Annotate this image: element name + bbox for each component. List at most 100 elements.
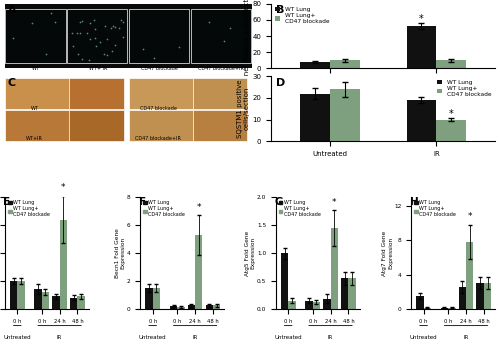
Point (42, 52, 50, 57)
Point (101, 23, 109, 29)
Bar (484, 283, 491, 309)
Text: Untreated: Untreated (4, 335, 31, 339)
Point (46, 10, 54, 15)
Text: Untreated: Untreated (410, 335, 438, 339)
Point (92, 27, 100, 32)
Bar (281, 253, 288, 309)
Text: C: C (8, 78, 16, 88)
Bar (10, 281, 18, 309)
Bar (306, 300, 312, 309)
Text: A: A (8, 6, 16, 15)
Bar (406, 26, 436, 68)
Bar (300, 94, 330, 141)
Point (108, 23, 116, 29)
Bar (312, 302, 320, 309)
Point (102, 36, 110, 42)
Point (92, 43, 100, 48)
Point (150, 55, 158, 61)
Point (84, 30, 92, 35)
Text: IR: IR (464, 335, 468, 339)
Point (104, 52, 112, 58)
Bar (52, 296, 60, 309)
Legend: WT Lung, WT Lung+
CD47 blockade: WT Lung, WT Lung+ CD47 blockade (436, 79, 492, 97)
Text: B: B (276, 5, 284, 15)
Bar (178, 307, 184, 309)
Bar (18, 281, 24, 309)
Bar (341, 278, 348, 309)
Bar (67, 9, 128, 63)
Bar (128, 110, 248, 141)
Legend: WT Lung, WT Lung+
CD47 blockade: WT Lung, WT Lung+ CD47 blockade (274, 6, 330, 25)
Point (115, 25, 123, 31)
Bar (476, 283, 484, 309)
Legend: WT Lung, WT Lung+
CD47 blockade: WT Lung, WT Lung+ CD47 blockade (278, 200, 322, 217)
Bar (406, 100, 436, 141)
Bar (348, 278, 356, 309)
Bar (60, 220, 67, 309)
Bar (330, 89, 360, 141)
Point (52, 19, 60, 25)
Bar (323, 299, 330, 309)
Point (107, 25, 115, 31)
Text: D: D (276, 78, 285, 88)
Legend: WT Lung, WT Lung+
CD47 blockade: WT Lung, WT Lung+ CD47 blockade (143, 200, 186, 217)
Point (69, 44, 77, 49)
Bar (466, 242, 473, 309)
Bar (146, 288, 152, 309)
Text: H: H (410, 197, 418, 207)
Text: IR: IR (57, 335, 62, 339)
Point (86, 20, 94, 26)
Bar (190, 9, 251, 63)
Text: E: E (4, 197, 10, 207)
Bar (193, 78, 248, 109)
Text: WT: WT (32, 66, 40, 71)
Bar (170, 306, 177, 309)
Point (85, 58, 93, 63)
Point (76, 19, 84, 25)
Text: Untreated: Untreated (274, 335, 302, 339)
Text: F: F (139, 197, 146, 207)
Text: WT: WT (30, 106, 38, 111)
Y-axis label: SQSTM1 positive
cells/section: SQSTM1 positive cells/section (236, 80, 250, 138)
Point (74, 51, 82, 57)
Text: CD47 blockade: CD47 blockade (141, 66, 178, 71)
Text: WT+ IR: WT+ IR (88, 66, 107, 71)
Bar (195, 235, 202, 309)
Bar (5, 110, 124, 141)
Point (86, 36, 94, 42)
Y-axis label: Tunel Positive Cells/Section: Tunel Positive Cells/Section (244, 0, 250, 84)
Text: CD47 blockade+IR: CD47 blockade+IR (136, 136, 182, 141)
Point (117, 17, 125, 22)
Point (206, 19, 214, 25)
Point (90, 17, 98, 22)
Bar (78, 296, 85, 309)
Bar (188, 305, 195, 309)
Bar (330, 60, 360, 68)
Point (28, 20, 36, 26)
Point (119, 35, 127, 40)
Legend: WT Lung, WT Lung+
CD47 blockade: WT Lung, WT Lung+ CD47 blockade (414, 200, 457, 217)
Bar (128, 78, 248, 109)
Y-axis label: Becn1 Fold Gene
Expression: Becn1 Fold Gene Expression (115, 228, 126, 278)
Bar (416, 296, 424, 309)
Text: *: * (419, 14, 424, 24)
Point (174, 44, 182, 49)
Point (112, 24, 120, 30)
Y-axis label: Atg5 Fold Gene
Expression: Atg5 Fold Gene Expression (244, 231, 256, 276)
Text: CD47 blockade: CD47 blockade (140, 106, 177, 111)
Bar (213, 305, 220, 309)
Bar (5, 78, 124, 109)
Bar (448, 307, 456, 309)
Text: Untreated: Untreated (139, 335, 166, 339)
Point (96, 39, 104, 44)
Point (78, 57, 86, 62)
Point (92, 35, 100, 41)
Bar (330, 228, 338, 309)
Bar (193, 110, 248, 141)
Bar (300, 62, 330, 68)
Point (111, 42, 119, 48)
Bar (5, 9, 66, 63)
Bar (288, 300, 296, 309)
Bar (70, 78, 124, 109)
Bar (436, 60, 466, 68)
